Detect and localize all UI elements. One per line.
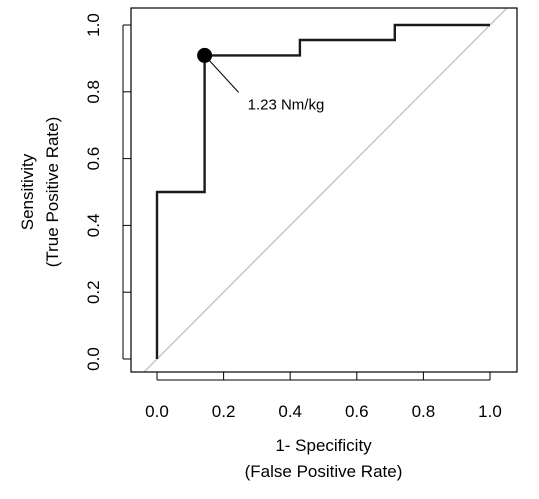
annotation-label: 1.23 Nm/kg (248, 96, 325, 113)
y-tick-label: 0.6 (84, 147, 103, 171)
y-tick-label: 0.0 (84, 347, 103, 371)
optimal-point-marker (197, 47, 213, 63)
x-tick-label: 0.6 (345, 402, 369, 421)
y-tick-label: 0.4 (84, 214, 103, 238)
annotation-leader-line (204, 55, 239, 93)
x-tick-label: 0.2 (212, 402, 236, 421)
x-axis-subtitle: (False Positive Rate) (245, 462, 403, 481)
x-axis-title: 1- Specificity (275, 436, 372, 455)
x-tick-label: 1.0 (478, 402, 502, 421)
x-tick-label: 0.8 (412, 402, 436, 421)
x-tick-label: 0.0 (145, 402, 169, 421)
x-tick-label: 0.4 (278, 402, 302, 421)
y-axis-title: Sensitivity (18, 153, 37, 230)
plot-frame (130, 7, 518, 373)
roc-curve-line (155, 23, 490, 359)
chance-diagonal-line (142, 8, 509, 372)
y-tick-label: 1.0 (84, 13, 103, 37)
y-tick-label: 0.8 (84, 80, 103, 104)
y-tick-label: 0.2 (84, 280, 103, 304)
y-axis-subtitle: (True Positive Rate) (43, 117, 62, 268)
